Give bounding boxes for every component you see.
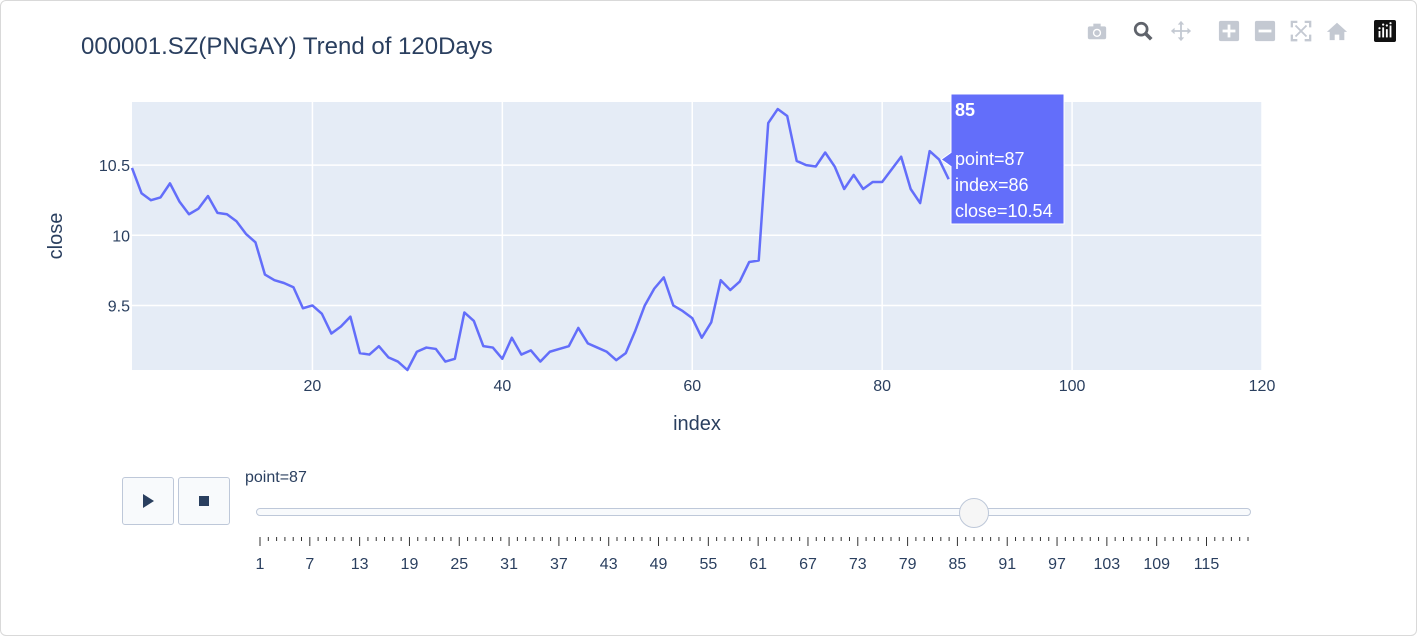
autoscale-icon[interactable] xyxy=(1286,16,1316,46)
slider-rail[interactable] xyxy=(256,508,1251,516)
series-line xyxy=(130,107,950,372)
hover-index: index=86 xyxy=(955,175,1029,195)
chart-svg[interactable]: 20 40 60 80 100 120 9.5 10 10.5 index close 85 point… xyxy=(0,0,1417,460)
play-icon xyxy=(143,494,154,508)
slider-handle[interactable] xyxy=(959,498,990,528)
x-tick-label: 20 xyxy=(304,378,322,395)
hover-point: point=87 xyxy=(955,149,1025,169)
pause-button[interactable] xyxy=(178,477,230,525)
y-tick-label: 10.5 xyxy=(99,158,130,175)
play-button[interactable] xyxy=(122,477,174,525)
y-tick-label: 10 xyxy=(112,228,130,245)
hover-header: 85 xyxy=(955,100,975,120)
zoom-in-icon[interactable] xyxy=(1214,16,1244,46)
x-axis-title: index xyxy=(673,413,721,435)
x-tick-label: 60 xyxy=(683,378,701,395)
y-tick-label: 9.5 xyxy=(108,298,130,315)
x-tick-label: 40 xyxy=(493,378,511,395)
stop-icon xyxy=(199,496,209,506)
slider-current-value: point=87 xyxy=(245,469,307,486)
hover-tooltip xyxy=(940,93,1065,225)
x-tick-label: 80 xyxy=(873,378,891,395)
zoom-out-icon[interactable] xyxy=(1250,16,1280,46)
hover-close: close=10.54 xyxy=(955,201,1053,221)
plotly-logo-icon[interactable] xyxy=(1370,16,1400,46)
x-tick-label: 100 xyxy=(1059,378,1086,395)
chart-title: 000001.SZ(PNGAY) Trend of 120Days xyxy=(81,33,493,60)
camera-icon[interactable] xyxy=(1082,16,1112,46)
pan-icon[interactable] xyxy=(1166,16,1196,46)
reset-axes-icon[interactable] xyxy=(1322,16,1352,46)
y-axis-title: close xyxy=(45,213,67,260)
x-tick-label: 120 xyxy=(1249,378,1276,395)
zoom-icon[interactable] xyxy=(1128,16,1158,46)
